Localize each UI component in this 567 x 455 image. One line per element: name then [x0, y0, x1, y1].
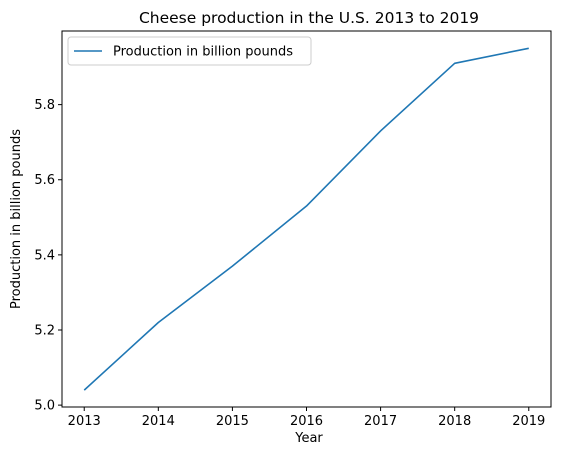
- y-tick-label: 5.4: [34, 248, 55, 263]
- y-tick-label: 5.0: [34, 399, 55, 414]
- y-tick-label: 5.2: [34, 323, 55, 338]
- x-tick-label: 2017: [364, 414, 397, 429]
- series-line: [83, 47, 529, 391]
- y-axis-label: Production in billion pounds: [9, 129, 24, 309]
- y-tick-label: 5.6: [34, 173, 55, 188]
- series-layer: [83, 47, 529, 391]
- chart-title: Cheese production in the U.S. 2013 to 20…: [139, 9, 479, 27]
- x-tick-label: 2016: [290, 414, 323, 429]
- y-tick-label: 5.8: [34, 98, 55, 113]
- x-tick-label: 2019: [512, 414, 545, 429]
- x-tick-label: 2018: [438, 414, 471, 429]
- legend-box: [67, 36, 312, 66]
- x-tick-label: 2015: [216, 414, 249, 429]
- x-axis: 2013 2014 2015 2016 2017 2018 2019: [68, 407, 545, 429]
- x-tick-label: 2014: [142, 414, 175, 429]
- x-axis-label: Year: [294, 431, 323, 446]
- legend: Production in billion pounds: [67, 36, 312, 66]
- y-axis: 5.0 5.2 5.4 5.6 5.8: [34, 98, 62, 414]
- legend-label: Production in billion pounds: [113, 45, 293, 60]
- x-tick-label: 2013: [68, 414, 101, 429]
